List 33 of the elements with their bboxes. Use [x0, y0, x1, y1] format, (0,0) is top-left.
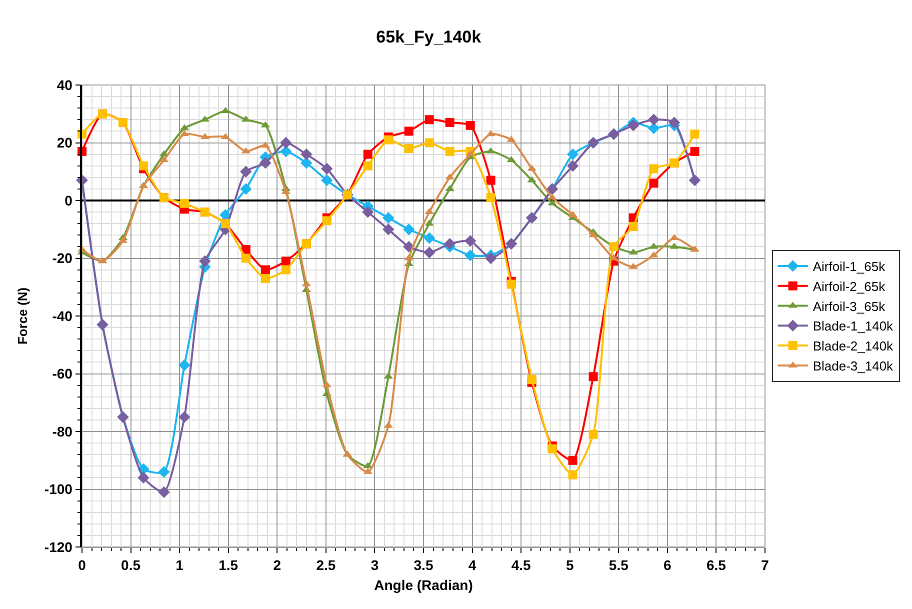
x-tick-label: 3 — [370, 556, 379, 573]
legend-label: Airfoil-3_65k — [812, 298, 886, 314]
legend-label: Blade-1_140k — [812, 318, 894, 334]
x-tick-label: 2 — [273, 556, 282, 573]
y-tick-label: -100 — [44, 481, 73, 498]
y-tick-label: 20 — [56, 134, 73, 151]
y-tick-label: -60 — [52, 366, 73, 382]
x-tick-label: 1 — [176, 556, 184, 573]
x-tick-label: 4.5 — [511, 556, 532, 573]
y-tick-label: -120 — [44, 538, 73, 555]
x-tick-label: 5 — [566, 556, 574, 573]
x-axis-title: Angle (Radian) — [374, 577, 473, 594]
x-tick-label: 5.5 — [608, 556, 629, 573]
x-tick-label: 2.5 — [316, 556, 336, 573]
x-tick-label: 6.5 — [706, 556, 726, 573]
legend-label: Blade-2_140k — [812, 338, 894, 354]
y-tick-label: 40 — [56, 76, 73, 93]
y-axis-title: Force (N) — [14, 287, 30, 345]
x-tick-label: 4 — [468, 556, 476, 573]
x-tick-label: 0.5 — [121, 556, 141, 573]
x-tick-label: 3.5 — [414, 556, 434, 573]
y-tick-label: -20 — [52, 250, 73, 266]
x-tick-label: 6 — [664, 556, 672, 573]
y-tick-label: -80 — [52, 423, 73, 440]
y-tick-label: 0 — [64, 192, 73, 208]
x-tick-label: 0 — [78, 556, 86, 573]
legend-label: Airfoil-2_65k — [812, 278, 886, 294]
legend-label: Airfoil-1_65k — [812, 259, 886, 274]
x-tick-label: 7 — [761, 556, 770, 573]
x-tick-label: 1.5 — [218, 556, 238, 573]
legend-label: Blade-3_140k — [812, 358, 894, 374]
chart-title: 65k_Fy_140k — [376, 27, 482, 46]
y-tick-label: -40 — [52, 308, 73, 324]
